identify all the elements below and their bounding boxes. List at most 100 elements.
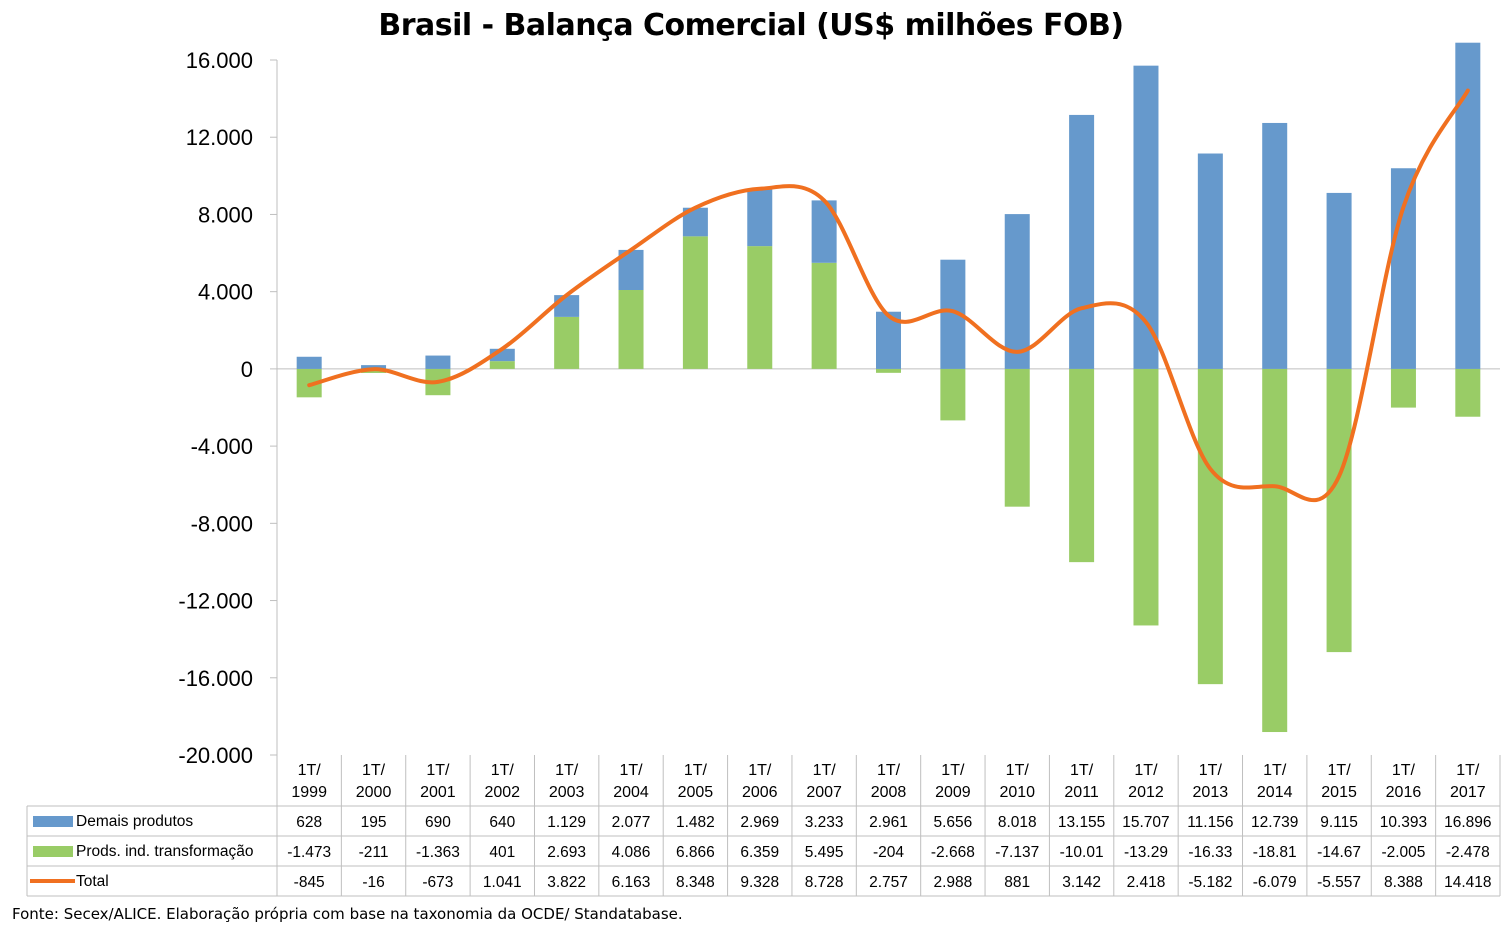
table-cell-value: 8.388: [1384, 874, 1423, 891]
bar-prods-ind-transformacao: [1197, 368, 1223, 685]
table-cell-value: 5.495: [805, 844, 844, 861]
bar-demais-produtos: [1069, 114, 1095, 369]
bar-demais-produtos: [1262, 122, 1288, 369]
table-cell-value: -10.01: [1060, 844, 1104, 861]
table-cell-value: 12.739: [1251, 814, 1298, 831]
table-cell-value: 690: [425, 814, 451, 831]
table-cell-value: 3.142: [1062, 874, 1101, 891]
x-category-label-line2: 2012: [1128, 784, 1164, 801]
x-category-label-line1: 1T/: [426, 762, 450, 779]
bar-prods-ind-transformacao: [747, 246, 773, 369]
x-category-label-line2: 2006: [742, 784, 778, 801]
bar-prods-ind-transformacao: [1455, 368, 1481, 417]
x-category-label-line2: 2011: [1064, 784, 1099, 801]
x-category-label-line1: 1T/: [491, 762, 515, 779]
bar-prods-ind-transformacao: [876, 368, 901, 373]
table-cell-value: -5.182: [1188, 874, 1232, 891]
axes-and-table-grid: [270, 59, 1500, 756]
y-tick-label: -12.000: [178, 589, 253, 614]
bar-demais-produtos: [1133, 65, 1159, 369]
table-cell-value: -14.67: [1317, 844, 1361, 861]
legend-label: Prods. ind. transformação: [76, 843, 253, 860]
table-cell-value: -7.137: [995, 844, 1039, 861]
bar-prods-ind-transformacao: [489, 361, 515, 369]
y-tick-label: 8.000: [198, 202, 253, 227]
x-category-label-line2: 2013: [1193, 784, 1229, 801]
table-cell-value: 11.156: [1187, 814, 1233, 831]
data-table: 1T/1999 1T/2000 1T/2001 1T/2002 1T/2003 1T/20…: [26, 755, 1501, 897]
x-category-label-line1: 1T/: [1134, 762, 1158, 779]
table-cell-value: 881: [1004, 874, 1030, 891]
y-axis-ticks: 16.000 12.000 8.000 4.000 0 -4.000 -8.000 -12.0…: [178, 48, 253, 768]
bar-demais-produtos: [361, 365, 387, 369]
x-category-label-line1: 1T/: [877, 762, 901, 779]
table-cell-value: -2.478: [1446, 844, 1490, 861]
bar-prods-ind-transformacao: [1262, 368, 1288, 733]
table-cell-value: 8.728: [805, 874, 844, 891]
table-cell-value: 1.482: [676, 814, 715, 831]
y-tick-label: 0: [241, 357, 253, 382]
legend-label: Demais produtos: [76, 813, 193, 830]
x-category-label-line2: 2010: [999, 784, 1035, 801]
x-category-label-line1: 1T/: [1328, 762, 1352, 779]
table-cell-value: -204: [873, 844, 904, 861]
x-category-label-line1: 1T/: [1199, 762, 1223, 779]
table-cell-value: -2.668: [931, 844, 975, 861]
table-cell-value: -6.079: [1253, 874, 1297, 891]
table-cell-value: 1.129: [547, 814, 586, 831]
bar-prods-ind-transformacao: [940, 368, 966, 421]
table-cell-value: 628: [296, 814, 322, 831]
bar-prods-ind-transformacao: [1069, 368, 1095, 563]
table-cell-value: 16.896: [1444, 814, 1491, 831]
bar-demais-produtos: [1326, 192, 1352, 369]
x-category-label-line2: 2000: [356, 784, 392, 801]
y-tick-label: 12.000: [186, 125, 253, 150]
x-category-label-line2: 2017: [1450, 784, 1486, 801]
bar-prods-ind-transformacao: [682, 236, 708, 369]
x-category-label-line2: 2003: [549, 784, 585, 801]
table-cell-value: -845: [294, 874, 325, 891]
chart-title: Brasil - Balança Comercial (US$ milhões …: [378, 8, 1124, 43]
bar-demais-produtos: [425, 355, 451, 369]
table-cell-value: 2.969: [740, 814, 779, 831]
bar-prods-ind-transformacao: [1326, 368, 1352, 653]
table-cell-value: 2.418: [1127, 874, 1166, 891]
table-cell-value: 15.707: [1122, 814, 1169, 831]
table-cell-value: -1.473: [287, 844, 331, 861]
table-cell-value: -211: [359, 844, 389, 861]
table-cell-value: 14.418: [1444, 874, 1491, 891]
table-cell-value: 10.393: [1380, 814, 1427, 831]
y-tick-label: -4.000: [191, 434, 253, 459]
table-cell-value: 401: [489, 844, 515, 861]
bar-demais-produtos: [296, 356, 322, 369]
legend-label: Total: [76, 873, 109, 890]
x-category-label-line1: 1T/: [1456, 762, 1480, 779]
bar-demais-produtos: [1197, 153, 1223, 369]
table-cell-value: -13.29: [1124, 844, 1168, 861]
table-cell-value: 2.757: [869, 874, 908, 891]
x-category-label-line1: 1T/: [1070, 762, 1094, 779]
table-cell-value: 1.041: [483, 874, 522, 891]
table-cell-value: -5.557: [1317, 874, 1361, 891]
table-cell-value: 4.086: [612, 844, 651, 861]
x-category-label-line1: 1T/: [619, 762, 643, 779]
bar-prods-ind-transformacao: [1390, 368, 1416, 408]
table-cell-value: 2.988: [933, 874, 972, 891]
table-cell-value: 13.155: [1058, 814, 1105, 831]
line-total: [307, 88, 1470, 503]
x-category-label-line2: 2016: [1386, 784, 1422, 801]
table-cell-value: 6.359: [740, 844, 779, 861]
bar-demais-produtos: [1004, 214, 1030, 369]
table-cell-value: -2.005: [1381, 844, 1425, 861]
total-line-layer: [307, 88, 1470, 503]
bar-demais-produtos: [747, 188, 773, 247]
bar-prods-ind-transformacao: [554, 316, 580, 369]
legend-key-0: [33, 816, 73, 827]
y-tick-label: -8.000: [191, 511, 253, 536]
bar-prods-ind-transformacao: [618, 290, 644, 369]
x-category-label-line1: 1T/: [298, 762, 322, 779]
x-category-label-line1: 1T/: [1263, 762, 1287, 779]
x-category-label-line2: 2014: [1257, 784, 1293, 801]
table-cell-value: 6.866: [676, 844, 715, 861]
